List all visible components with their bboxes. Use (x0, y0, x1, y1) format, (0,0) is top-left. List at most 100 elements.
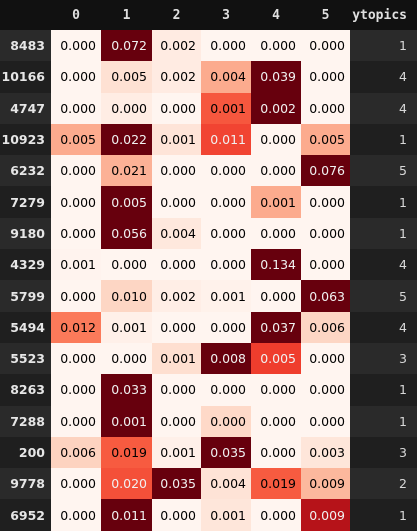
value-cell: 0.000 (152, 405, 201, 437)
value-cell: 0.001 (51, 249, 101, 281)
value-cell: 0.012 (51, 311, 101, 343)
value-cell: 0.002 (152, 61, 201, 93)
value-cell: 0.021 (101, 155, 152, 187)
value-cell: 0.001 (152, 436, 201, 469)
ytopics-cell: 4 (350, 92, 417, 124)
value-cell: 0.000 (51, 155, 101, 187)
value-cell: 0.001 (201, 499, 251, 531)
ytopics-cell: 1 (350, 374, 417, 406)
index-header (0, 0, 51, 30)
value-cell: 0.009 (301, 468, 350, 500)
ytopics-cell: 1 (350, 499, 417, 531)
value-cell: 0.006 (51, 436, 101, 469)
row-index: 5523 (0, 342, 51, 375)
value-cell: 0.002 (152, 30, 201, 62)
row-index: 9778 (0, 468, 51, 500)
ytopics-cell: 5 (350, 280, 417, 312)
ytopics-cell: 1 (350, 217, 417, 250)
value-cell: 0.002 (152, 280, 201, 312)
ytopics-cell: 2 (350, 468, 417, 500)
row-index: 6952 (0, 499, 51, 531)
value-cell: 0.035 (152, 468, 201, 500)
row-index: 10923 (0, 123, 51, 156)
value-cell: 0.000 (51, 280, 101, 312)
value-cell: 0.000 (152, 374, 201, 406)
ytopics-cell: 4 (350, 249, 417, 281)
row-index: 5494 (0, 311, 51, 343)
value-cell: 0.001 (251, 186, 301, 218)
ytopics-cell: 1 (350, 405, 417, 437)
row-index: 8483 (0, 30, 51, 62)
value-cell: 0.001 (201, 92, 251, 124)
ytopics-cell: 4 (350, 311, 417, 343)
value-cell: 0.000 (251, 436, 301, 469)
value-cell: 0.000 (301, 249, 350, 281)
value-cell: 0.000 (152, 499, 201, 531)
value-cell: 0.000 (251, 280, 301, 312)
value-cell: 0.000 (301, 342, 350, 375)
row-index: 4329 (0, 249, 51, 281)
value-cell: 0.134 (251, 249, 301, 281)
value-cell: 0.000 (251, 123, 301, 156)
value-cell: 0.000 (201, 405, 251, 437)
value-cell: 0.005 (101, 61, 152, 93)
ytopics-cell: 3 (350, 342, 417, 375)
value-cell: 0.039 (251, 61, 301, 93)
row-index: 8263 (0, 374, 51, 406)
value-cell: 0.000 (51, 499, 101, 531)
row-index: 6232 (0, 155, 51, 187)
value-cell: 0.000 (152, 249, 201, 281)
value-cell: 0.000 (152, 186, 201, 218)
column-header-0: 0 (51, 0, 101, 30)
value-cell: 0.000 (101, 249, 152, 281)
column-header-3: 3 (201, 0, 251, 30)
column-header-2: 2 (152, 0, 201, 30)
value-cell: 0.000 (51, 405, 101, 437)
ytopics-cell: 1 (350, 123, 417, 156)
value-cell: 0.000 (301, 217, 350, 250)
value-cell: 0.000 (152, 155, 201, 187)
value-cell: 0.000 (201, 30, 251, 62)
value-cell: 0.035 (201, 436, 251, 469)
value-cell: 0.008 (201, 342, 251, 375)
row-index: 9180 (0, 217, 51, 250)
value-cell: 0.001 (101, 311, 152, 343)
value-cell: 0.010 (101, 280, 152, 312)
value-cell: 0.000 (152, 311, 201, 343)
value-cell: 0.000 (51, 374, 101, 406)
value-cell: 0.000 (101, 342, 152, 375)
value-cell: 0.056 (101, 217, 152, 250)
value-cell: 0.000 (51, 186, 101, 218)
ytopics-cell: 1 (350, 186, 417, 218)
ytopics-cell: 3 (350, 436, 417, 469)
value-cell: 0.037 (251, 311, 301, 343)
value-cell: 0.005 (301, 123, 350, 156)
value-cell: 0.000 (51, 30, 101, 62)
row-index: 4747 (0, 92, 51, 124)
value-cell: 0.022 (101, 123, 152, 156)
value-cell: 0.005 (101, 186, 152, 218)
value-cell: 0.000 (301, 186, 350, 218)
value-cell: 0.004 (152, 217, 201, 250)
column-header-5: 5 (301, 0, 350, 30)
value-cell: 0.072 (101, 30, 152, 62)
value-cell: 0.000 (51, 342, 101, 375)
value-cell: 0.004 (201, 61, 251, 93)
ytopics-cell: 1 (350, 30, 417, 62)
value-cell: 0.000 (251, 155, 301, 187)
value-cell: 0.001 (101, 405, 152, 437)
value-cell: 0.033 (101, 374, 152, 406)
value-cell: 0.000 (201, 249, 251, 281)
value-cell: 0.000 (251, 374, 301, 406)
value-cell: 0.000 (251, 499, 301, 531)
value-cell: 0.000 (251, 30, 301, 62)
value-cell: 0.006 (301, 311, 350, 343)
column-header-4: 4 (251, 0, 301, 30)
value-cell: 0.001 (201, 280, 251, 312)
value-cell: 0.000 (101, 92, 152, 124)
value-cell: 0.002 (251, 92, 301, 124)
value-cell: 0.000 (201, 374, 251, 406)
value-cell: 0.019 (251, 468, 301, 500)
value-cell: 0.000 (51, 468, 101, 500)
